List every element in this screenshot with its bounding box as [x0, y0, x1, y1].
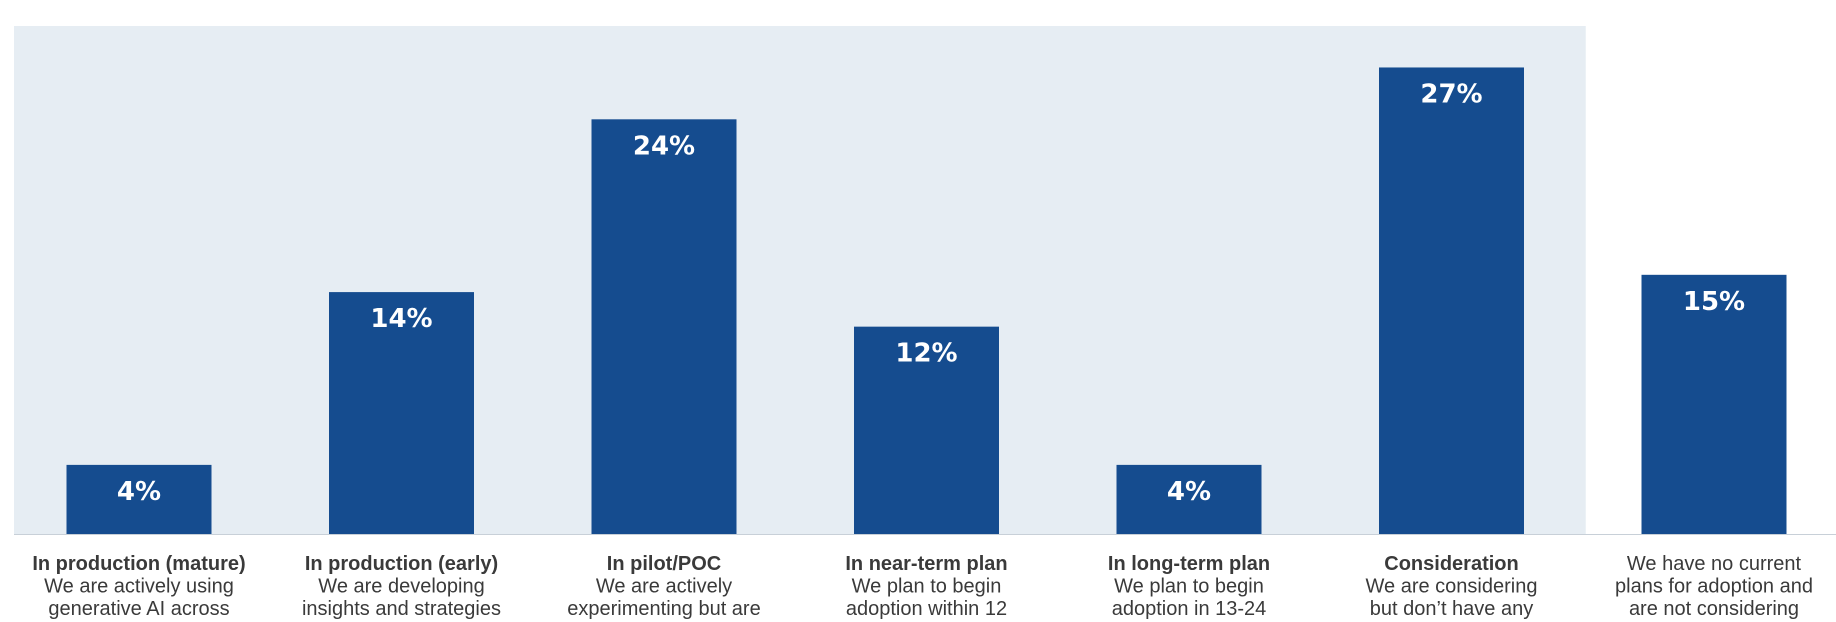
category-description-7-line-1: We have no current — [1627, 553, 1802, 575]
data-label-7: 15% — [1683, 287, 1745, 317]
data-label-1: 4% — [117, 477, 161, 507]
category-description-3-line-2: experimenting but are — [567, 598, 760, 620]
category-labels-layer: In production (mature)We are actively us… — [32, 553, 1813, 620]
category-description-4-line-1: We plan to begin — [852, 576, 1002, 598]
category-title-2: In production (early) — [305, 553, 498, 575]
category-description-5-line-2: adoption in 13-24 — [1112, 598, 1267, 620]
bar-4 — [854, 326, 999, 534]
data-label-5: 4% — [1167, 477, 1211, 507]
bar-2 — [329, 292, 474, 534]
category-description-1-line-1: We are actively using — [44, 576, 234, 598]
category-description-4-line-2: adoption within 12 — [846, 598, 1007, 620]
category-description-7-line-3: are not considering — [1629, 598, 1799, 620]
category-description-6-line-2: but don’t have any — [1370, 598, 1533, 620]
bars-layer: 4% 14% 24% 12% 4% 27% 15% — [66, 67, 1787, 534]
category-description-7-line-2: plans for adoption and — [1615, 576, 1813, 598]
category-description-2-line-1: We are developing — [318, 576, 484, 598]
data-label-2: 14% — [370, 304, 432, 334]
adopter-highlight-band — [14, 26, 1586, 534]
category-description-3-line-1: We are actively — [596, 576, 732, 598]
category-description-6-line-1: We are considering — [1366, 576, 1538, 598]
category-description-2-line-2: insights and strategies — [302, 598, 501, 620]
category-title-1: In production (mature) — [32, 553, 245, 575]
category-description-5-line-1: We plan to begin — [1114, 576, 1264, 598]
category-title-4: In near-term plan — [845, 553, 1007, 575]
data-label-3: 24% — [633, 131, 695, 161]
bar-3 — [591, 119, 737, 534]
category-title-3: In pilot/POC — [607, 553, 721, 575]
category-title-5: In long-term plan — [1108, 553, 1270, 575]
data-label-4: 12% — [895, 339, 957, 369]
category-title-6: Consideration — [1384, 553, 1518, 575]
bar-6 — [1379, 67, 1524, 534]
data-label-6: 27% — [1420, 79, 1482, 109]
category-description-1-line-2: generative AI across — [48, 598, 229, 620]
bar-7 — [1641, 274, 1787, 534]
bar-1 — [66, 464, 212, 534]
bar-5 — [1116, 464, 1262, 534]
